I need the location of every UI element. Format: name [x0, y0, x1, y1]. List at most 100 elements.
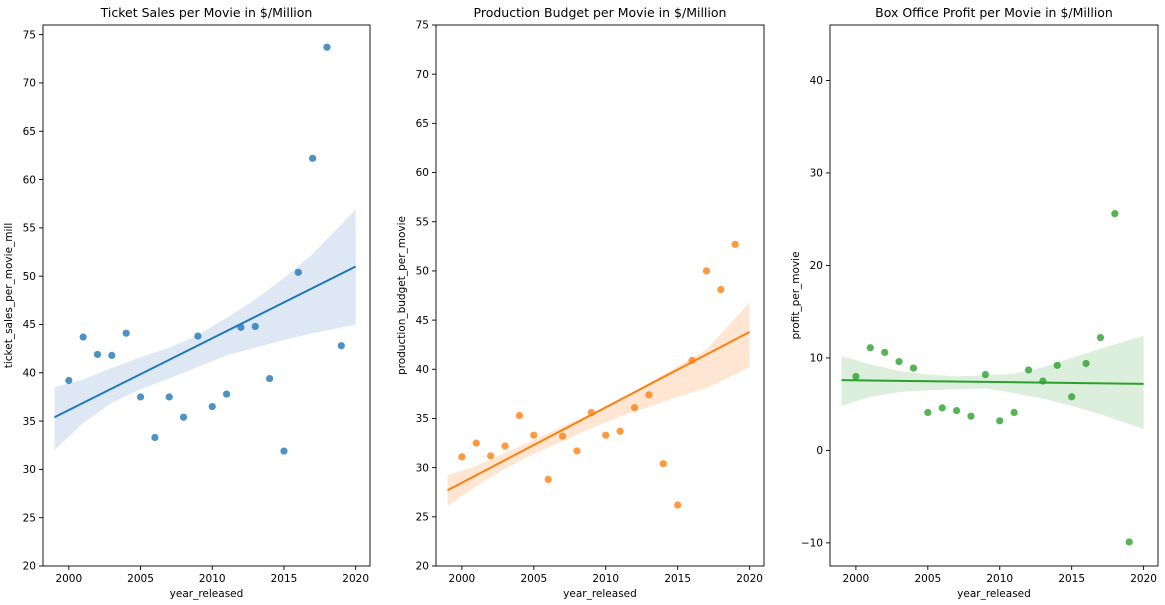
y-tick-label: 70 — [23, 78, 36, 90]
data-point — [1039, 377, 1047, 385]
data-point — [938, 404, 946, 412]
axes-frame — [435, 24, 765, 567]
data-point — [487, 452, 495, 460]
y-tick-label: 30 — [23, 464, 36, 476]
data-point — [1053, 361, 1061, 369]
data-point — [515, 411, 524, 420]
y-axis-label: production_budget_per_movie — [396, 216, 408, 375]
y-tick-label: 70 — [416, 69, 429, 81]
x-tick-label: 2010 — [592, 573, 619, 585]
data-point — [630, 404, 639, 412]
y-tick-label: 55 — [416, 216, 429, 228]
data-point — [458, 453, 466, 461]
data-point — [1125, 538, 1133, 546]
data-point — [731, 240, 739, 248]
y-tick-label: 20 — [810, 260, 823, 272]
data-point — [996, 417, 1004, 425]
x-tick-label: 2020 — [736, 573, 763, 585]
data-point — [108, 351, 116, 359]
data-point — [222, 390, 231, 398]
data-point — [645, 391, 653, 399]
y-tick-label: 60 — [416, 167, 429, 179]
data-point — [1111, 210, 1119, 218]
subplot-1: 2000 2005 2010 2015 202020253035404550556065… — [3, 5, 371, 600]
data-point — [981, 370, 989, 379]
confidence-band — [54, 209, 356, 451]
y-tick-label: 40 — [23, 367, 36, 379]
data-point — [881, 348, 889, 356]
y-tick-label: 25 — [416, 512, 429, 524]
chart-title: Ticket Sales per Movie in $/Million — [100, 5, 313, 20]
y-tick-label: 30 — [810, 168, 823, 180]
data-point — [852, 372, 860, 381]
data-point — [616, 427, 624, 435]
data-point — [337, 342, 345, 350]
data-point — [530, 431, 538, 439]
x-tick-label: 2020 — [1130, 573, 1157, 585]
y-tick-label: 50 — [416, 266, 429, 278]
y-tick-label: 75 — [416, 20, 429, 32]
data-point — [602, 431, 610, 439]
data-point — [909, 364, 918, 372]
y-tick-label: 40 — [810, 75, 823, 87]
x-axis-label: year_released — [563, 588, 637, 600]
confidence-band — [447, 302, 750, 506]
data-point — [309, 154, 317, 162]
x-tick-label: 2015 — [664, 573, 691, 585]
y-tick-label: 50 — [23, 271, 36, 283]
y-tick-label: 10 — [810, 353, 823, 365]
data-point — [717, 285, 725, 294]
data-point — [659, 460, 667, 468]
x-tick-label: 2005 — [127, 573, 154, 585]
y-tick-label: 35 — [23, 416, 36, 428]
y-tick-label: 20 — [416, 561, 429, 573]
data-point — [165, 393, 173, 401]
data-point — [194, 332, 202, 340]
data-point — [136, 393, 145, 401]
chart-title: Production Budget per Movie in $/Million — [474, 5, 727, 20]
x-tick-label: 2020 — [342, 573, 369, 585]
data-point — [1024, 366, 1033, 374]
data-point — [573, 447, 581, 455]
data-point — [294, 268, 302, 276]
data-point — [501, 442, 509, 450]
data-point — [151, 433, 159, 442]
data-point — [587, 408, 595, 417]
regression-line — [54, 265, 357, 419]
data-point — [967, 412, 975, 420]
data-point — [558, 432, 567, 440]
y-tick-label: 65 — [416, 118, 429, 130]
data-point — [208, 402, 216, 411]
regression-line — [841, 379, 1144, 385]
x-tick-label: 2000 — [843, 573, 870, 585]
data-point — [237, 323, 245, 331]
data-point — [280, 447, 288, 455]
axes-frame — [42, 24, 371, 567]
y-tick-label: 20 — [23, 561, 36, 573]
data-point — [93, 350, 102, 359]
data-point — [924, 408, 932, 417]
y-tick-label: 55 — [23, 223, 36, 235]
data-point — [895, 358, 903, 366]
data-point — [1068, 393, 1076, 401]
x-tick-label: 2005 — [520, 573, 547, 585]
data-point — [688, 356, 696, 365]
x-axis-label: year_released — [170, 588, 244, 600]
y-tick-label: 60 — [23, 174, 36, 186]
data-point — [79, 333, 87, 341]
data-point — [866, 344, 874, 352]
x-tick-label: 2015 — [271, 573, 298, 585]
y-tick-label: 35 — [416, 413, 429, 425]
x-tick-label: 2015 — [1058, 573, 1085, 585]
y-tick-label: 25 — [23, 512, 36, 524]
data-point — [1010, 408, 1018, 417]
data-point — [674, 501, 682, 509]
subplot-3: 2000 2005 2010 2015 2020 −10 0 10 20 30 40 Box Offi… — [790, 5, 1159, 600]
data-point — [266, 374, 274, 383]
x-tick-label: 2010 — [199, 573, 226, 585]
data-point — [65, 376, 73, 385]
y-tick-label: 40 — [416, 364, 429, 376]
data-point — [472, 439, 480, 447]
y-axis-label: profit_per_movie — [790, 251, 802, 339]
data-point — [251, 322, 259, 331]
